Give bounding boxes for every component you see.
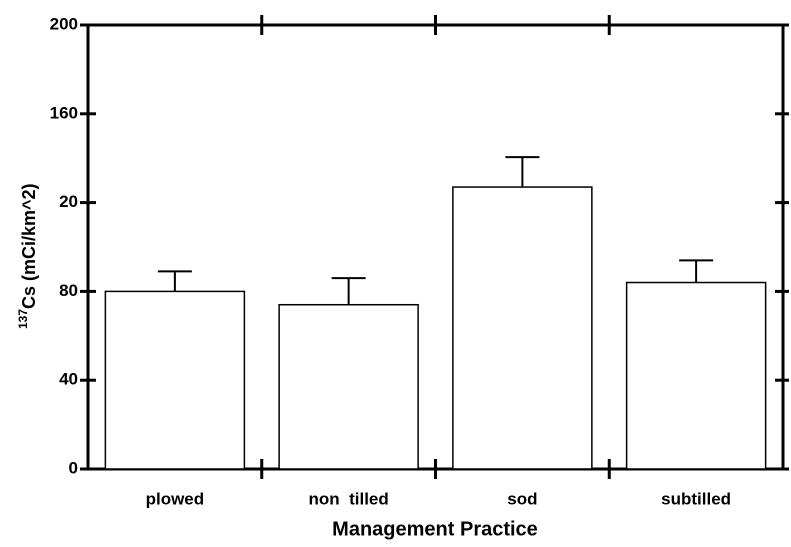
bar	[104, 290, 246, 470]
x-tick-label: subtilled	[661, 489, 731, 508]
y-tick-label: 200	[50, 14, 78, 33]
bar	[452, 186, 593, 470]
y-axis-label-group: 137 Cs (mCi/km^2)	[16, 183, 39, 329]
x-tick-label: sod	[507, 489, 537, 508]
error-bar	[331, 277, 366, 305]
error-bar	[679, 259, 714, 283]
bar	[278, 303, 419, 470]
bar	[625, 281, 767, 470]
y-axis-label-sup: 137	[16, 309, 30, 329]
y-axis-label: Cs (mCi/km^2)	[19, 183, 39, 309]
y-tick-label: 80	[59, 281, 78, 300]
error-bar	[157, 270, 192, 292]
y-tick-label: 0	[69, 458, 78, 477]
y-tick-label: 40	[59, 370, 78, 389]
error-bar	[505, 156, 540, 188]
y-tick-label: 160	[50, 103, 78, 122]
x-tick-label: non tilled	[308, 489, 388, 508]
x-axis-label: Management Practice	[332, 518, 538, 540]
x-tick-label: plowed	[146, 489, 205, 508]
y-tick-label: 20	[59, 192, 78, 211]
